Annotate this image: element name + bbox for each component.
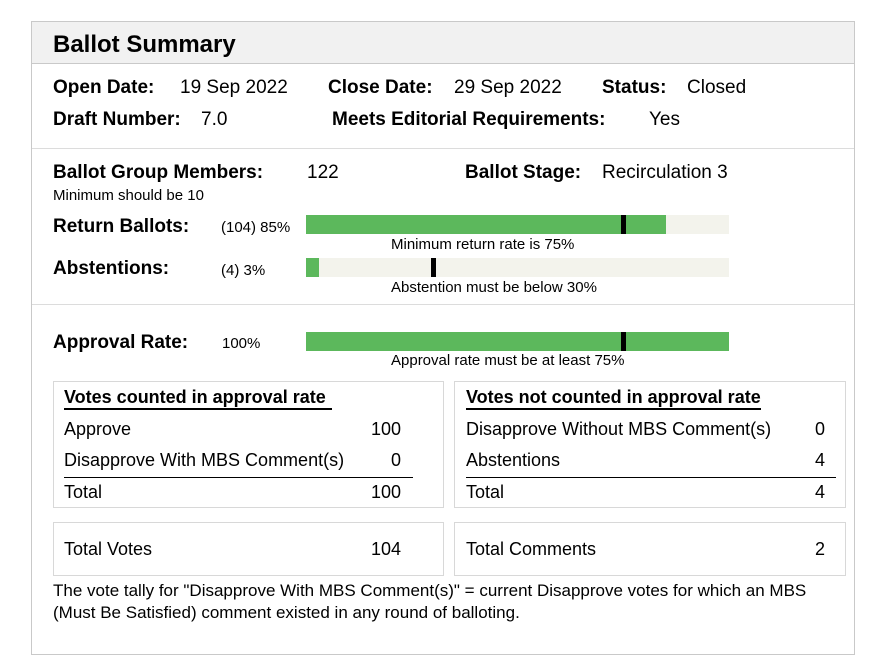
counted-total-value: 100 [370, 482, 401, 502]
total-votes-box: Total Votes 104 [53, 522, 444, 576]
group-members-label: Ballot Group Members: [53, 162, 264, 183]
total-rule [466, 477, 836, 478]
total-comments-box: Total Comments 2 [454, 522, 846, 576]
draft-number-value: 7.0 [201, 109, 228, 130]
return-ballots-caption: Minimum return rate is 75% [391, 236, 575, 253]
abstentions-caption: Abstention must be below 30% [391, 279, 597, 296]
ballot-summary-panel: Ballot Summary Open Date: 19 Sep 2022 Cl… [31, 21, 855, 655]
approval-rate-caption: Approval rate must be at least 75% [391, 352, 625, 369]
divider [32, 304, 854, 305]
return-ballots-bar-fill [306, 215, 666, 234]
votes-not-counted-heading: Votes not counted in approval rate [466, 387, 761, 410]
abstentions-label: Abstentions: [53, 258, 170, 279]
counted-row-label: Approve [64, 419, 132, 439]
not-counted-row-value: 4 [814, 450, 825, 470]
return-threshold-marker [621, 215, 627, 234]
editorial-value: Yes [649, 109, 680, 130]
approval-rate-bar [306, 332, 729, 351]
close-date-label: Close Date: [328, 77, 433, 98]
close-date-value: 29 Sep 2022 [454, 77, 562, 98]
ballot-stage-label: Ballot Stage: [465, 162, 582, 183]
group-members-note: Minimum should be 10 [53, 187, 204, 204]
ballot-stage-value: Recirculation 3 [602, 162, 728, 183]
abstentions-bar [306, 258, 729, 277]
approval-rate-value: 100% [222, 335, 261, 352]
not-counted-total-value: 4 [814, 482, 825, 502]
draft-number-label: Draft Number: [53, 109, 181, 130]
abstentions-value: (4) 3% [221, 262, 266, 279]
open-date-value: 19 Sep 2022 [180, 77, 288, 98]
not-counted-row-label: Disapprove Without MBS Comment(s) [466, 419, 772, 439]
return-ballots-label: Return Ballots: [53, 216, 190, 237]
total-votes-value: 104 [370, 539, 401, 559]
total-comments-value: 2 [814, 539, 825, 559]
editorial-label: Meets Editorial Requirements: [332, 109, 606, 130]
not-counted-row-value: 0 [814, 419, 825, 439]
group-members-value: 122 [307, 162, 339, 183]
abstention-threshold-marker [430, 258, 436, 277]
total-comments-label: Total Comments [466, 539, 597, 559]
votes-not-counted-box: Votes not counted in approval rate Disap… [454, 381, 846, 508]
status-value: Closed [687, 77, 747, 98]
approval-rate-label: Approval Rate: [53, 332, 189, 353]
counted-row-label: Disapprove With MBS Comment(s) [64, 450, 345, 470]
counted-row-value: 0 [390, 450, 401, 470]
title-bar: Ballot Summary [32, 22, 854, 64]
total-votes-label: Total Votes [64, 539, 153, 559]
counted-total-label: Total [64, 482, 103, 502]
votes-counted-heading: Votes counted in approval rate [64, 387, 332, 410]
approval-threshold-marker [621, 332, 627, 351]
approval-rate-bar-fill [306, 332, 729, 351]
open-date-label: Open Date: [53, 77, 155, 98]
not-counted-total-label: Total [466, 482, 505, 502]
total-rule [64, 477, 413, 478]
not-counted-row-label: Abstentions [466, 450, 561, 470]
return-ballots-value: (104) 85% [221, 219, 291, 236]
counted-row-value: 100 [370, 419, 401, 439]
status-label: Status: [602, 77, 667, 98]
divider [32, 148, 854, 149]
abstentions-bar-fill [306, 258, 319, 277]
return-ballots-bar [306, 215, 729, 234]
votes-counted-box: Votes counted in approval rate Approve 1… [53, 381, 444, 508]
page-title: Ballot Summary [53, 31, 236, 58]
footnote: The vote tally for "Disapprove With MBS … [53, 581, 807, 622]
